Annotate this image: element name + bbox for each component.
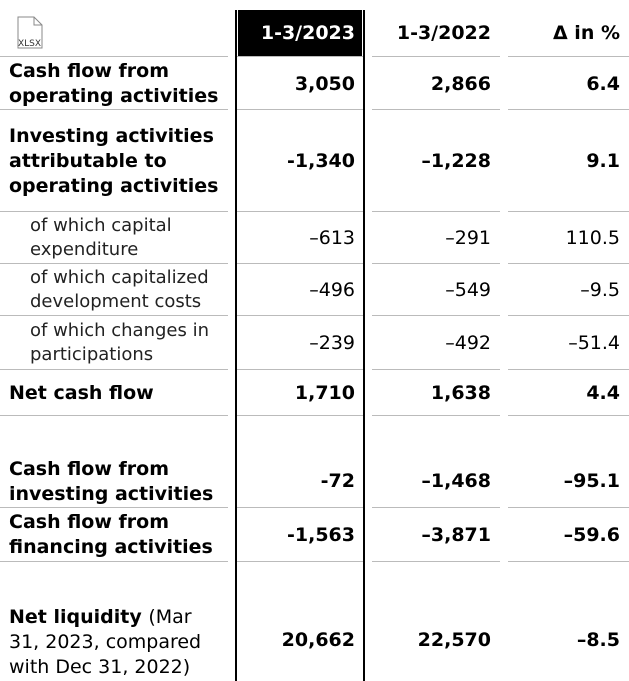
row-separator xyxy=(372,263,500,264)
row-label: Cash flow from operating activities xyxy=(0,58,228,110)
value-cell: -72 xyxy=(320,470,355,492)
row-separator xyxy=(508,415,629,416)
row-label: Cash flow from investing activities xyxy=(0,455,228,508)
value-cell: 4.4 xyxy=(586,381,620,404)
row-separator xyxy=(508,507,629,508)
row-separator xyxy=(236,415,364,416)
value-cell: –613 xyxy=(309,226,355,249)
row-label: of which changes in participations xyxy=(0,316,228,370)
value-cell: –549 xyxy=(445,278,491,301)
row-separator xyxy=(508,56,629,57)
value-cell: 9.1 xyxy=(586,149,620,172)
row-separator xyxy=(372,507,500,508)
column-border xyxy=(235,10,237,681)
value-cell: –9.5 xyxy=(580,278,620,301)
value-cell: –239 xyxy=(309,331,355,354)
row-separator xyxy=(372,109,500,110)
column-header: Δ in % xyxy=(552,21,620,44)
value-cell: 6.4 xyxy=(586,72,620,95)
value-cell: 2,866 xyxy=(430,72,491,95)
row-separator xyxy=(0,109,228,110)
value-cell: –291 xyxy=(445,226,491,249)
xlsx-icon[interactable]: XLSX xyxy=(14,16,54,50)
row-separator xyxy=(508,263,629,264)
row-separator xyxy=(0,263,228,264)
row-separator xyxy=(372,211,500,212)
label-text: of which changes in participations xyxy=(30,320,209,365)
value-cell: –492 xyxy=(445,331,491,354)
value-cell: –8.5 xyxy=(576,629,620,651)
row-separator xyxy=(236,56,364,57)
row-separator xyxy=(0,415,228,416)
row-label: Net cash flow xyxy=(0,370,228,416)
label-text: Cash flow from investing activities xyxy=(9,457,214,505)
column-header: 1-3/2023 xyxy=(260,21,355,44)
value-cell: –1,468 xyxy=(421,470,491,492)
value-cell: -1,563 xyxy=(287,523,355,546)
row-separator xyxy=(0,561,228,562)
value-cell: 20,662 xyxy=(281,629,355,651)
label-text: Cash flow from operating activities xyxy=(9,60,219,107)
column-header: 1-3/2022 xyxy=(396,21,491,44)
row-separator xyxy=(372,315,500,316)
header-cell xyxy=(238,10,362,56)
value-cell: –95.1 xyxy=(563,470,620,492)
row-label: Investing activities attributable to ope… xyxy=(0,110,228,212)
row-separator xyxy=(236,315,364,316)
value-cell: –59.6 xyxy=(563,523,620,546)
row-separator xyxy=(372,415,500,416)
column-border xyxy=(363,10,365,681)
label-text: Cash flow from financing activities xyxy=(9,511,213,558)
row-separator xyxy=(0,211,228,212)
row-label: Net liquidity (Mar 31, 2023, compared wi… xyxy=(0,600,228,681)
row-separator xyxy=(508,315,629,316)
label-note: (Mar 31, 2023, compared with Dec 31, 202… xyxy=(9,606,202,678)
row-separator xyxy=(508,109,629,110)
value-cell: 22,570 xyxy=(417,629,491,651)
icon-label: XLSX xyxy=(18,39,41,49)
row-separator xyxy=(0,315,228,316)
row-separator xyxy=(236,211,364,212)
row-separator xyxy=(508,561,629,562)
label-text: of which capital expenditure xyxy=(30,215,172,260)
label-text: Net liquidity xyxy=(9,606,142,628)
label-text: Net cash flow xyxy=(9,381,154,404)
value-cell: –496 xyxy=(309,278,355,301)
row-separator xyxy=(236,369,364,370)
row-separator xyxy=(508,211,629,212)
row-label: of which capital expenditure xyxy=(0,212,228,264)
row-separator xyxy=(236,561,364,562)
row-separator xyxy=(372,561,500,562)
row-separator xyxy=(372,369,500,370)
value-cell: –51.4 xyxy=(568,331,620,354)
row-separator xyxy=(0,369,228,370)
value-cell: 1,710 xyxy=(294,381,355,404)
row-separator xyxy=(372,56,500,57)
value-cell: 110.5 xyxy=(565,226,620,249)
row-separator xyxy=(0,56,228,57)
row-separator xyxy=(508,369,629,370)
value-cell: 3,050 xyxy=(294,72,355,95)
row-separator xyxy=(0,507,228,508)
label-text: of which capitalized development costs xyxy=(30,267,209,312)
value-cell: -1,340 xyxy=(287,149,355,172)
row-separator xyxy=(236,109,364,110)
value-cell: 1,638 xyxy=(430,381,491,404)
row-separator xyxy=(236,263,364,264)
row-label: Cash flow from financing activities xyxy=(0,508,228,562)
row-label: of which capitalized development costs xyxy=(0,264,228,316)
value-cell: –3,871 xyxy=(421,523,491,546)
value-cell: –1,228 xyxy=(421,149,491,172)
label-text: Investing activities attributable to ope… xyxy=(9,124,219,197)
row-separator xyxy=(236,507,364,508)
